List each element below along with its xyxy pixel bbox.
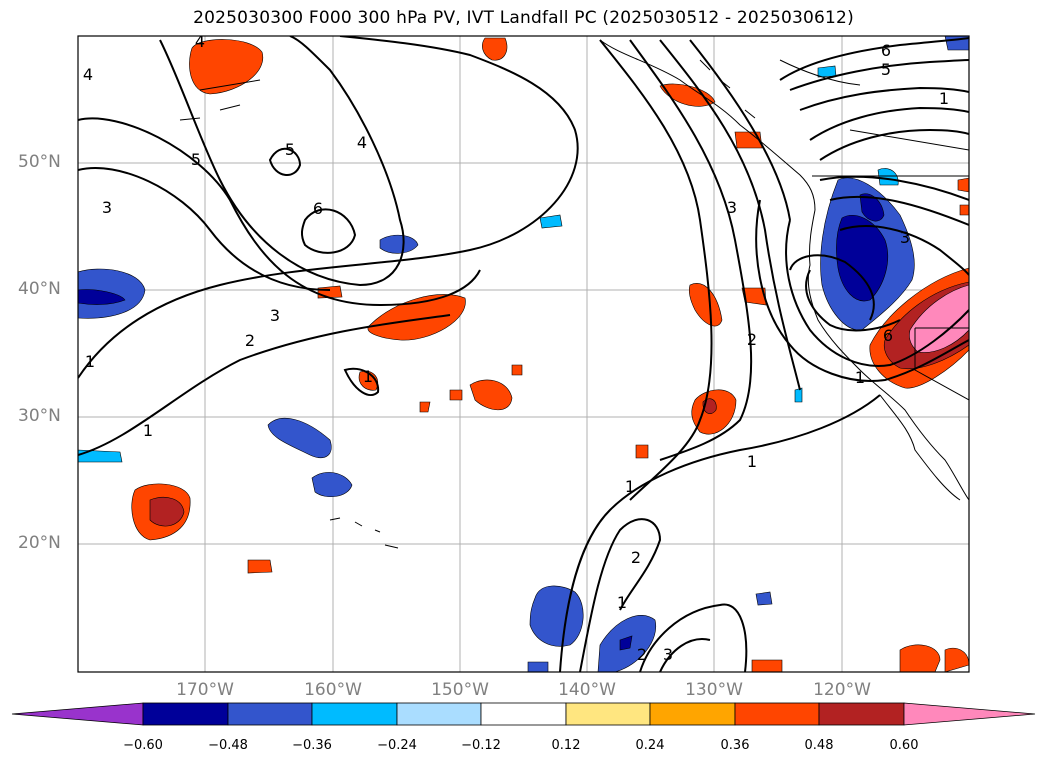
colorbar-extend-high [903, 702, 1036, 726]
contour-label: 5 [285, 140, 295, 159]
contour-label: 4 [83, 65, 93, 84]
colorbar-bin [734, 702, 820, 726]
colorbar-bin [480, 702, 567, 726]
colorbar-tick-label: 0.48 [804, 738, 834, 753]
contour-label: 1 [747, 452, 757, 471]
colorbar-tick-label: 0.36 [720, 738, 750, 753]
colorbar-tick-label: −0.48 [208, 738, 248, 753]
contour-label: 6 [883, 326, 893, 345]
colorbar-tick-label: −0.12 [461, 738, 501, 753]
contour-label: 6 [313, 199, 323, 218]
negative-anomalies [78, 36, 969, 672]
colorbar-tick-label: −0.60 [123, 738, 163, 753]
colorbar-bin [649, 702, 736, 726]
contour-label: 5 [881, 60, 891, 79]
contour-label: 3 [102, 198, 112, 217]
contour-label: 2 [245, 331, 255, 350]
lon-label: 150°W [431, 680, 489, 700]
colorbar-tick-label: 0.12 [551, 738, 581, 753]
lon-label: 140°W [558, 680, 616, 700]
colorbar-bin [311, 702, 398, 726]
gridlines [78, 36, 969, 672]
contour-label: 1 [939, 89, 949, 108]
contour-label: 2 [747, 330, 757, 349]
colorbar-tick-label: 0.60 [889, 738, 919, 753]
contour-label: 3 [270, 306, 280, 325]
contour-label: 6 [881, 41, 891, 60]
lon-label: 130°W [685, 680, 743, 700]
lat-label: 30°N [18, 406, 61, 426]
contour-label: 3 [663, 645, 673, 664]
contour-label: 4 [195, 32, 205, 51]
map-frame [77, 35, 970, 673]
colorbar-extend-low [11, 702, 144, 726]
colorbar-bin [565, 702, 651, 726]
border-lines [812, 175, 969, 401]
colorbar-bin [227, 702, 313, 726]
lat-label: 20°N [18, 533, 61, 553]
colorbar [11, 702, 1036, 726]
colorbar-tick-label: 0.24 [635, 738, 665, 753]
contour-label: 1 [85, 352, 95, 371]
contour-label: 5 [191, 150, 201, 169]
colorbar-tick-label: −0.24 [377, 738, 417, 753]
contour-label: 3 [727, 198, 737, 217]
lat-label: 40°N [18, 279, 61, 299]
colorbar-bin [142, 702, 229, 726]
lon-label: 170°W [176, 680, 234, 700]
map-title: 2025030300 F000 300 hPa PV, IVT Landfall… [193, 8, 854, 28]
colorbar-tick-label: −0.36 [292, 738, 332, 753]
contour-label: 1 [625, 477, 635, 496]
contour-label: 1 [855, 368, 865, 387]
contour-label: 1 [617, 593, 627, 612]
coastlines [179, 39, 969, 549]
contour-label: 2 [631, 548, 641, 567]
contour-label: 2 [637, 645, 647, 664]
contour-label: 1 [363, 367, 373, 386]
contour-label: 1 [143, 421, 153, 440]
contour-labels: 4 4 5 3 5 4 6 3 2 1 1 1 3 2 1 1 2 1 2 3 … [83, 32, 949, 664]
contour-label: 3 [900, 228, 910, 247]
lon-label: 120°W [813, 680, 871, 700]
contour-label: 4 [357, 133, 367, 152]
lat-label: 50°N [18, 152, 61, 172]
pv-contours [78, 36, 969, 672]
lon-label: 160°W [304, 680, 362, 700]
colorbar-bin [396, 702, 482, 726]
colorbar-bin [818, 702, 905, 726]
map-area: 4 4 5 3 5 4 6 3 2 1 1 1 3 2 1 1 2 1 2 3 … [78, 32, 969, 672]
